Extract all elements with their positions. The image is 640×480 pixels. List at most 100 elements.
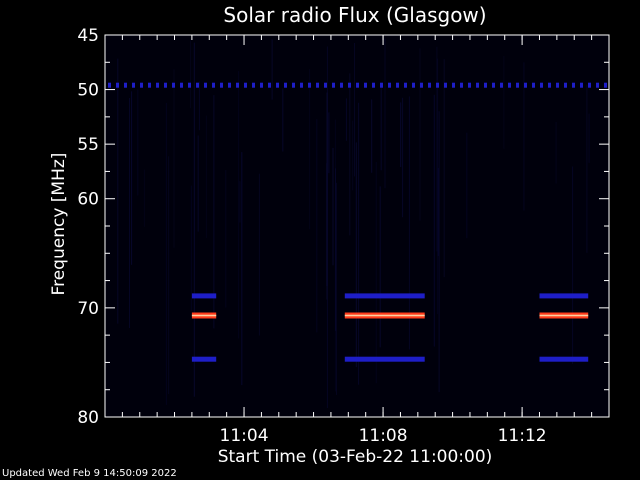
noise-streak bbox=[437, 167, 439, 256]
emission-dot bbox=[404, 82, 407, 88]
x-axis-label: Start Time (03-Feb-22 11:00:00) bbox=[218, 447, 493, 467]
noise-streak bbox=[213, 95, 215, 329]
emission-dot bbox=[420, 82, 423, 88]
emission-dot bbox=[452, 82, 455, 88]
emission-dot bbox=[588, 82, 591, 88]
noise-streak bbox=[197, 135, 199, 232]
emission-dot bbox=[252, 82, 255, 88]
noise-streak bbox=[586, 84, 588, 253]
emission-band-medium bbox=[191, 356, 217, 362]
emission-dot bbox=[572, 82, 575, 88]
noise-streak bbox=[173, 69, 175, 248]
emission-dot bbox=[468, 82, 471, 88]
noise-streak bbox=[316, 119, 318, 333]
noise-streak bbox=[332, 147, 334, 266]
y-tick-label: 45 bbox=[77, 26, 99, 46]
emission-dot bbox=[116, 82, 119, 88]
emission-dot bbox=[396, 82, 399, 88]
noise-streak bbox=[239, 181, 241, 223]
noise-streak bbox=[335, 168, 336, 331]
noise-streak bbox=[408, 96, 410, 350]
noise-streak bbox=[572, 166, 574, 364]
noise-streak bbox=[436, 46, 438, 252]
emission-dot bbox=[580, 82, 583, 88]
emission-dot bbox=[300, 82, 303, 88]
noise-streak bbox=[129, 98, 130, 328]
noise-streak bbox=[400, 102, 402, 167]
noise-streak bbox=[352, 120, 354, 191]
emission-dot bbox=[212, 82, 215, 88]
emission-dot bbox=[340, 82, 343, 88]
noise-streak bbox=[503, 55, 505, 149]
y-tick-label: 60 bbox=[77, 190, 99, 210]
emission-dot bbox=[380, 82, 383, 88]
emission-band-medium bbox=[344, 356, 425, 362]
emission-dot bbox=[140, 82, 143, 88]
emission-dot bbox=[508, 82, 511, 88]
emission-dot bbox=[388, 82, 391, 88]
emission-dot bbox=[524, 82, 527, 88]
noise-streak bbox=[523, 62, 525, 211]
emission-dot bbox=[372, 82, 375, 88]
emission-dot bbox=[132, 82, 135, 88]
emission-dot bbox=[260, 82, 263, 88]
noise-streak bbox=[205, 115, 207, 238]
x-tick-label: 11:08 bbox=[359, 426, 408, 446]
emission-dot bbox=[348, 82, 351, 88]
noise-streak bbox=[225, 170, 227, 308]
noise-streak bbox=[371, 99, 373, 173]
noise-streak bbox=[282, 88, 284, 152]
emission-dot bbox=[108, 82, 111, 88]
noise-streak bbox=[466, 132, 468, 239]
noise-streak bbox=[117, 58, 119, 324]
emission-band-medium bbox=[344, 293, 425, 299]
noise-streak bbox=[143, 169, 145, 227]
y-tick-label: 80 bbox=[77, 408, 99, 428]
noise-streak bbox=[384, 38, 386, 189]
noise-streak bbox=[349, 73, 351, 236]
noise-streak bbox=[131, 91, 133, 265]
noise-streak bbox=[419, 48, 421, 221]
noise-streak bbox=[309, 69, 311, 230]
noise-streak bbox=[379, 186, 381, 348]
emission-dot bbox=[476, 82, 479, 88]
emission-dot bbox=[228, 82, 231, 88]
emission-dot bbox=[156, 82, 159, 88]
emission-band-medium bbox=[539, 356, 589, 362]
emission-dot bbox=[316, 82, 319, 88]
y-tick-label: 55 bbox=[77, 135, 99, 155]
emission-dot bbox=[356, 82, 359, 88]
noise-streak bbox=[190, 40, 191, 109]
emission-band-medium bbox=[539, 293, 589, 299]
noise-streak bbox=[328, 112, 330, 174]
noise-streak bbox=[358, 102, 360, 385]
emission-dot bbox=[556, 82, 559, 88]
plot-area bbox=[105, 35, 609, 417]
emission-features bbox=[108, 82, 607, 362]
emission-dot bbox=[220, 82, 223, 88]
emission-dot bbox=[516, 82, 519, 88]
noise-streak bbox=[588, 113, 590, 163]
background-noise bbox=[117, 38, 590, 408]
emission-dot bbox=[532, 82, 535, 88]
noise-streak bbox=[190, 185, 192, 311]
noise-streak bbox=[354, 43, 355, 177]
x-tick-label: 11:04 bbox=[220, 426, 269, 446]
noise-streak bbox=[137, 89, 139, 196]
emission-dot bbox=[500, 82, 503, 88]
emission-dot bbox=[332, 82, 335, 88]
noise-streak bbox=[402, 97, 404, 218]
emission-band-peak bbox=[539, 314, 589, 317]
axes: 45 50 55 60 70 80 11:04 11:08 11:12 bbox=[77, 26, 610, 446]
noise-streak bbox=[258, 173, 260, 336]
y-axis-label: Frequency [MHz] bbox=[49, 153, 69, 296]
emission-dot bbox=[596, 82, 599, 88]
noise-streak bbox=[168, 156, 170, 395]
emission-dot bbox=[444, 82, 447, 88]
y-tick-label: 70 bbox=[77, 299, 99, 319]
emission-dot bbox=[412, 82, 415, 88]
emission-dot bbox=[268, 82, 271, 88]
noise-streak bbox=[375, 161, 377, 384]
emission-band-peak bbox=[191, 314, 217, 317]
